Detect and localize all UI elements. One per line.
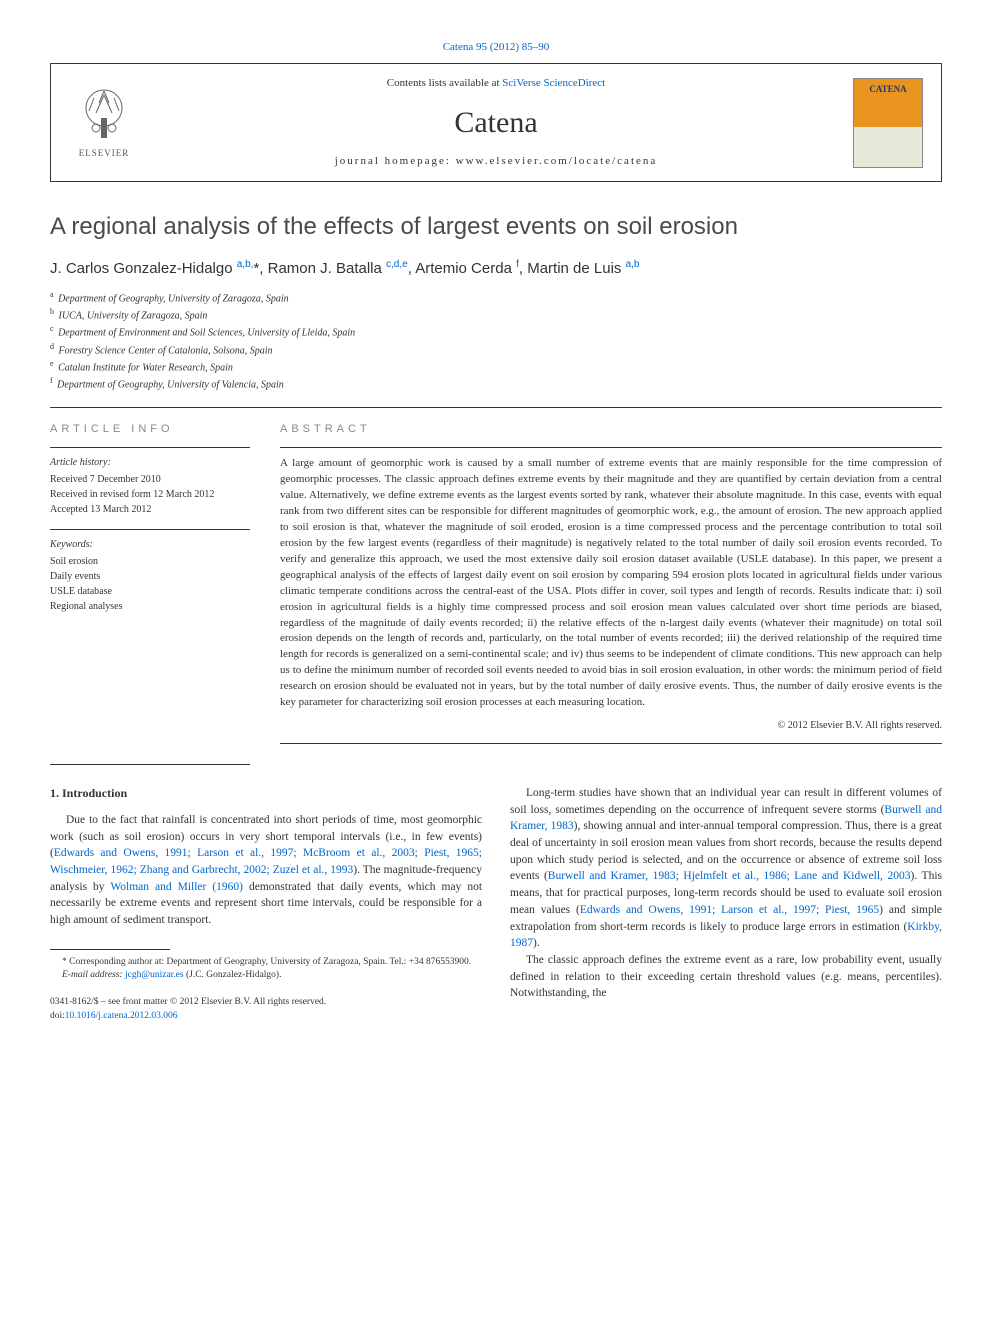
- issn-line: 0341-8162/$ – see front matter © 2012 El…: [50, 996, 482, 1009]
- email-link[interactable]: jcgh@unizar.es: [125, 970, 184, 980]
- corresponding-author-note: * Corresponding author at: Department of…: [50, 956, 482, 969]
- abstract-text: A large amount of geomorphic work is cau…: [280, 456, 942, 711]
- elsevier-logo: ELSEVIER: [69, 83, 139, 163]
- footnote-divider: [50, 949, 170, 950]
- affiliation-line: e Catalan Institute for Water Research, …: [50, 358, 942, 375]
- body-columns: 1. Introduction Due to the fact that rai…: [50, 785, 942, 1023]
- journal-name: Catena: [159, 102, 833, 144]
- keywords-text: Soil erosionDaily eventsUSLE databaseReg…: [50, 554, 250, 614]
- cover-body: [854, 127, 922, 167]
- ref-link-2[interactable]: Wolman and Miller (1960): [110, 881, 243, 893]
- col2-para-1: Long-term studies have shown that an ind…: [510, 785, 942, 952]
- ref-link-5[interactable]: Edwards and Owens, 1991; Larson et al., …: [580, 904, 879, 916]
- header-citation: Catena 95 (2012) 85–90: [50, 40, 942, 55]
- doi-prefix: doi:: [50, 1011, 65, 1021]
- journal-homepage: journal homepage: www.elsevier.com/locat…: [159, 154, 833, 169]
- contents-line: Contents lists available at SciVerse Sci…: [159, 76, 833, 91]
- affiliation-line: a Department of Geography, University of…: [50, 289, 942, 306]
- keywords-label: Keywords:: [50, 538, 250, 552]
- sciencedirect-link[interactable]: SciVerse ScienceDirect: [502, 77, 605, 89]
- info-abstract-row: ARTICLE INFO Article history: Received 7…: [50, 422, 942, 744]
- ref-link-4[interactable]: Burwell and Kramer, 1983; Hjelmfelt et a…: [548, 870, 911, 882]
- section-heading-intro: 1. Introduction: [50, 785, 482, 802]
- divider-top: [50, 407, 942, 408]
- article-title: A regional analysis of the effects of la…: [50, 210, 942, 244]
- abstract-col: ABSTRACT A large amount of geomorphic wo…: [280, 422, 942, 744]
- c2p1-pre: Long-term studies have shown that an ind…: [510, 787, 942, 816]
- email-suffix: (J.C. Gonzalez-Hidalgo).: [184, 970, 282, 980]
- email-note: E-mail address: jcgh@unizar.es (J.C. Gon…: [50, 969, 482, 982]
- abstract-divider-bottom: [280, 743, 942, 744]
- c2p1-post: ).: [533, 937, 540, 949]
- info-divider-1: [50, 447, 250, 448]
- affiliation-line: b IUCA, University of Zaragoza, Spain: [50, 306, 942, 323]
- journal-cover-thumb: CATENA: [853, 78, 923, 168]
- abstract-divider: [280, 447, 942, 448]
- footer-block: 0341-8162/$ – see front matter © 2012 El…: [50, 996, 482, 1023]
- doi-link[interactable]: 10.1016/j.catena.2012.03.006: [65, 1011, 178, 1021]
- cover-title: CATENA: [854, 79, 922, 96]
- body-col-right: Long-term studies have shown that an ind…: [510, 785, 942, 1023]
- affiliation-line: d Forestry Science Center of Catalonia, …: [50, 341, 942, 358]
- history-text: Received 7 December 2010Received in revi…: [50, 472, 250, 517]
- body-col-left: 1. Introduction Due to the fact that rai…: [50, 785, 482, 1023]
- affiliation-line: f Department of Geography, University of…: [50, 375, 942, 392]
- journal-banner: ELSEVIER Contents lists available at Sci…: [50, 63, 942, 182]
- info-divider-2: [50, 529, 250, 530]
- col2-para-2: The classic approach defines the extreme…: [510, 952, 942, 1002]
- elsevier-label: ELSEVIER: [79, 147, 130, 160]
- doi-line: doi:10.1016/j.catena.2012.03.006: [50, 1010, 482, 1023]
- affiliations-block: a Department of Geography, University of…: [50, 289, 942, 393]
- intro-para-1: Due to the fact that rainfall is concent…: [50, 812, 482, 929]
- contents-prefix: Contents lists available at: [387, 77, 502, 89]
- article-info-heading: ARTICLE INFO: [50, 422, 250, 437]
- citation-link[interactable]: Catena 95 (2012) 85–90: [443, 41, 550, 53]
- authors-line: J. Carlos Gonzalez-Hidalgo a,b,*, Ramon …: [50, 258, 942, 279]
- page-container: Catena 95 (2012) 85–90 ELSEVIER Contents…: [0, 0, 992, 1053]
- abstract-copyright: © 2012 Elsevier B.V. All rights reserved…: [280, 719, 942, 733]
- affiliation-line: c Department of Environment and Soil Sci…: [50, 323, 942, 340]
- history-label: Article history:: [50, 456, 250, 470]
- email-label: E-mail address:: [62, 970, 125, 980]
- abstract-heading: ABSTRACT: [280, 422, 942, 437]
- banner-center: Contents lists available at SciVerse Sci…: [159, 76, 833, 169]
- elsevier-tree-icon: [74, 83, 134, 143]
- info-bottom-divider: [50, 764, 250, 765]
- article-info-col: ARTICLE INFO Article history: Received 7…: [50, 422, 250, 744]
